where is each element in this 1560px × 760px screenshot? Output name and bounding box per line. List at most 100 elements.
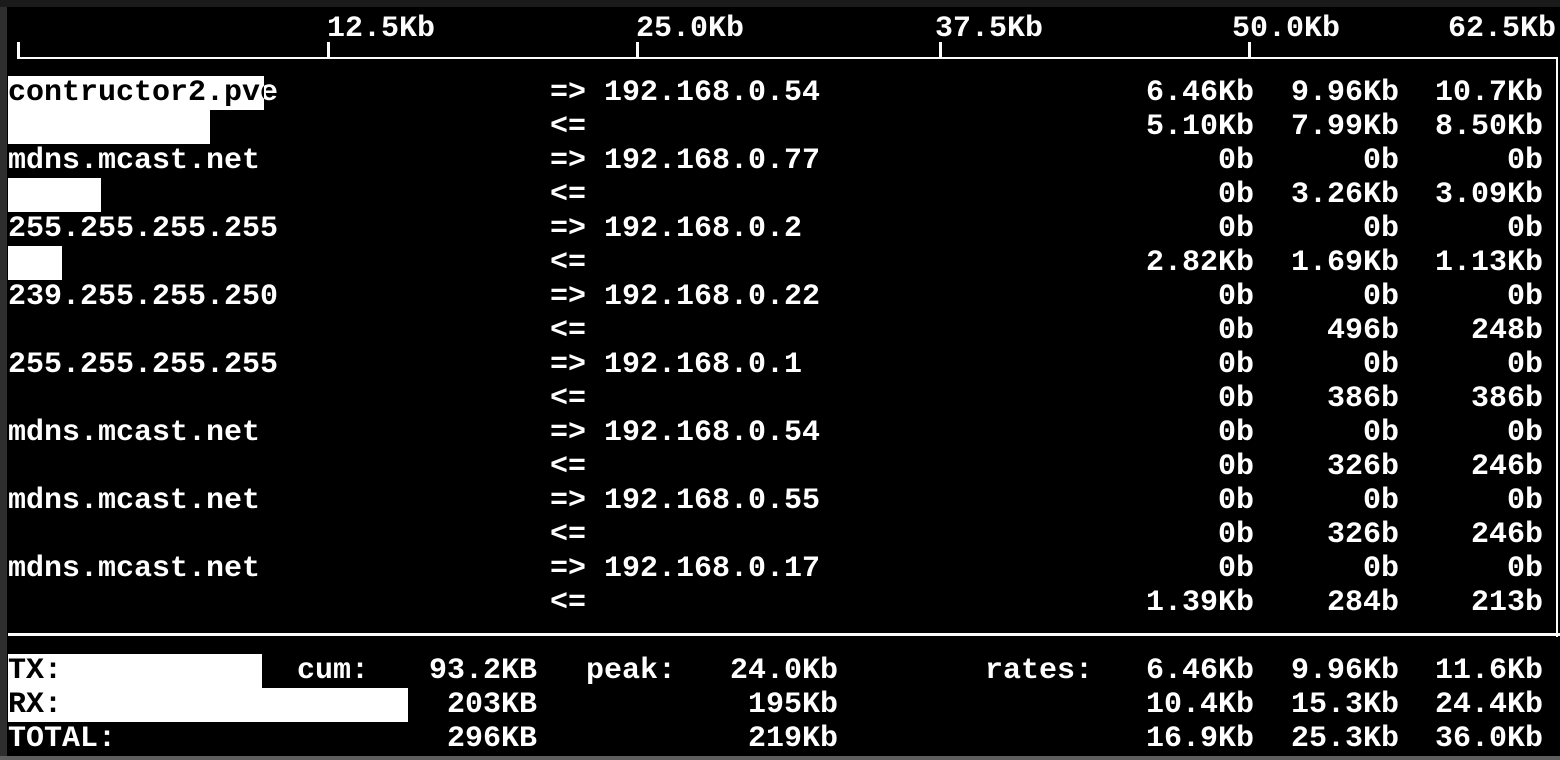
tx-rate-bar: [8, 654, 262, 688]
cum-label: cum:: [297, 654, 370, 688]
flow-rate: 0b: [1506, 144, 1543, 178]
flow-rate: 0b: [1217, 178, 1254, 212]
rx-peak-value: 195Kb: [747, 688, 838, 722]
flow-line-tx: mdns.mcast.net 192.168.0.17 => 0b 0b 0b: [0, 552, 1560, 586]
flow-rate: 284b: [1326, 586, 1399, 620]
rx-cum-value: 203KB: [446, 688, 537, 722]
flow-source-host: contructor2.pve: [8, 76, 279, 110]
flow-rate: 0b: [1217, 348, 1254, 382]
flow-line-tx: mdns.mcast.net 192.168.0.54 => 0b 0b 0b: [0, 416, 1560, 450]
rx-arrow: <=: [550, 518, 587, 552]
flow-source-host: mdns.mcast.net: [8, 484, 261, 518]
rx-label: RX:: [8, 688, 63, 722]
scale-label: 62.5Kb: [1447, 12, 1556, 46]
flow-dest-host: 192.168.0.1: [604, 348, 803, 382]
connection-list: contructor2.pve 192.168.0.54 => 6.46Kb 9.96K…: [0, 76, 1560, 620]
flow-line-tx: 239.255.255.250 192.168.0.22 => 0b 0b 0b: [0, 280, 1560, 314]
flow-rate: 1.13Kb: [1434, 246, 1543, 280]
flow-rate: 326b: [1326, 518, 1399, 552]
rx-rate-2s: 10.4Kb: [1145, 688, 1254, 722]
flow-rate: 0b: [1217, 552, 1254, 586]
flow-rate: 0b: [1362, 416, 1399, 450]
flow-line-tx: contructor2.pve 192.168.0.54 => 6.46Kb 9.96K…: [0, 76, 1560, 110]
flow-rate: 1.39Kb: [1145, 586, 1254, 620]
tx-arrow: =>: [550, 212, 587, 246]
flow-rate: 0b: [1362, 212, 1399, 246]
flow-dest-host: 192.168.0.54: [604, 416, 821, 450]
flow-rate: 0b: [1362, 552, 1399, 586]
flow-rate: 0b: [1217, 314, 1254, 348]
flow-rate: 0b: [1506, 280, 1543, 314]
rx-totals-row: RX: 203KB 195Kb 10.4Kb 15.3Kb 24.4Kb: [0, 688, 1560, 722]
flow-line-rx: <= 0b 326b 246b: [0, 518, 1560, 552]
scale-tick: [939, 42, 942, 58]
flow-line-rx: <= 0b 326b 246b: [0, 450, 1560, 484]
rx-rate-10s: 15.3Kb: [1290, 688, 1399, 722]
flow-rate: 0b: [1217, 144, 1254, 178]
rx-rate-bar: [8, 688, 408, 722]
tx-totals-row: TX: cum: 93.2KB peak: 24.0Kb rates: 6.46…: [0, 654, 1560, 688]
rx-arrow: <=: [550, 586, 587, 620]
tx-arrow: =>: [550, 484, 587, 518]
flow-line-rx: <= 1.39Kb 284b 213b: [0, 586, 1560, 620]
flow-rate: 248b: [1470, 314, 1543, 348]
flow-line-rx: <= 5.10Kb 7.99Kb 8.50Kb: [0, 110, 1560, 144]
flow-rate: 246b: [1470, 518, 1543, 552]
flow-rate: 246b: [1470, 450, 1543, 484]
rates-label: rates:: [985, 654, 1094, 688]
flow-rate: 0b: [1217, 484, 1254, 518]
rx-arrow: <=: [550, 178, 587, 212]
flow-source-host: mdns.mcast.net: [8, 144, 261, 178]
flow-source-host: 239.255.255.250: [8, 280, 279, 314]
flow-rate: 0b: [1217, 280, 1254, 314]
traffic-bar: [8, 246, 62, 280]
flow-rate: 496b: [1326, 314, 1399, 348]
flow-rate: 0b: [1362, 280, 1399, 314]
flow-dest-host: 192.168.0.2: [604, 212, 803, 246]
flow-line-tx: 255.255.255.255 192.168.0.1 => 0b 0b 0b: [0, 348, 1560, 382]
right-border-line: [1556, 57, 1558, 637]
window-left-edge: [0, 7, 7, 757]
flow-source-host: 255.255.255.255: [8, 212, 279, 246]
tx-arrow: =>: [550, 552, 587, 586]
flow-rate: 3.26Kb: [1290, 178, 1399, 212]
flow-line-tx: mdns.mcast.net 192.168.0.55 => 0b 0b 0b: [0, 484, 1560, 518]
flow-rate: 9.96Kb: [1290, 76, 1399, 110]
flow-rate: 7.99Kb: [1290, 110, 1399, 144]
flow-rate: 386b: [1326, 382, 1399, 416]
flow-rate: 5.10Kb: [1145, 110, 1254, 144]
tx-rate-40s: 11.6Kb: [1434, 654, 1543, 688]
flow-rate: 0b: [1362, 348, 1399, 382]
flow-rate: 0b: [1217, 212, 1254, 246]
total-rate-40s: 36.0Kb: [1434, 722, 1543, 756]
tx-label: TX:: [8, 654, 63, 688]
tx-rate-2s: 6.46Kb: [1145, 654, 1254, 688]
scale-label: 25.0Kb: [636, 12, 745, 46]
tx-rate-10s: 9.96Kb: [1290, 654, 1399, 688]
tx-arrow: =>: [550, 76, 587, 110]
total-peak-value: 219Kb: [747, 722, 838, 756]
totals-section: TX: cum: 93.2KB peak: 24.0Kb rates: 6.46…: [0, 654, 1560, 756]
tx-arrow: =>: [550, 144, 587, 178]
rx-arrow: <=: [550, 110, 587, 144]
flow-rate: 386b: [1470, 382, 1543, 416]
flow-dest-host: 192.168.0.22: [604, 280, 821, 314]
flow-line-rx: <= 0b 496b 248b: [0, 314, 1560, 348]
flow-source-host: mdns.mcast.net: [8, 552, 261, 586]
peak-label: peak:: [586, 654, 677, 688]
flow-line-rx: <= 2.82Kb 1.69Kb 1.13Kb: [0, 246, 1560, 280]
scale-tick: [636, 42, 639, 58]
rx-arrow: <=: [550, 246, 587, 280]
traffic-bar: [8, 76, 264, 110]
rx-arrow: <=: [550, 450, 587, 484]
tx-arrow: =>: [550, 348, 587, 382]
flow-line-tx: 255.255.255.255 192.168.0.2 => 0b 0b 0b: [0, 212, 1560, 246]
flow-rate: 0b: [1362, 144, 1399, 178]
scale-tick: [327, 42, 330, 58]
flow-rate: 0b: [1217, 382, 1254, 416]
total-label: TOTAL:: [8, 722, 117, 756]
tx-arrow: =>: [550, 416, 587, 450]
scale-label: 50.0Kb: [1232, 12, 1341, 46]
rx-arrow: <=: [550, 314, 587, 348]
